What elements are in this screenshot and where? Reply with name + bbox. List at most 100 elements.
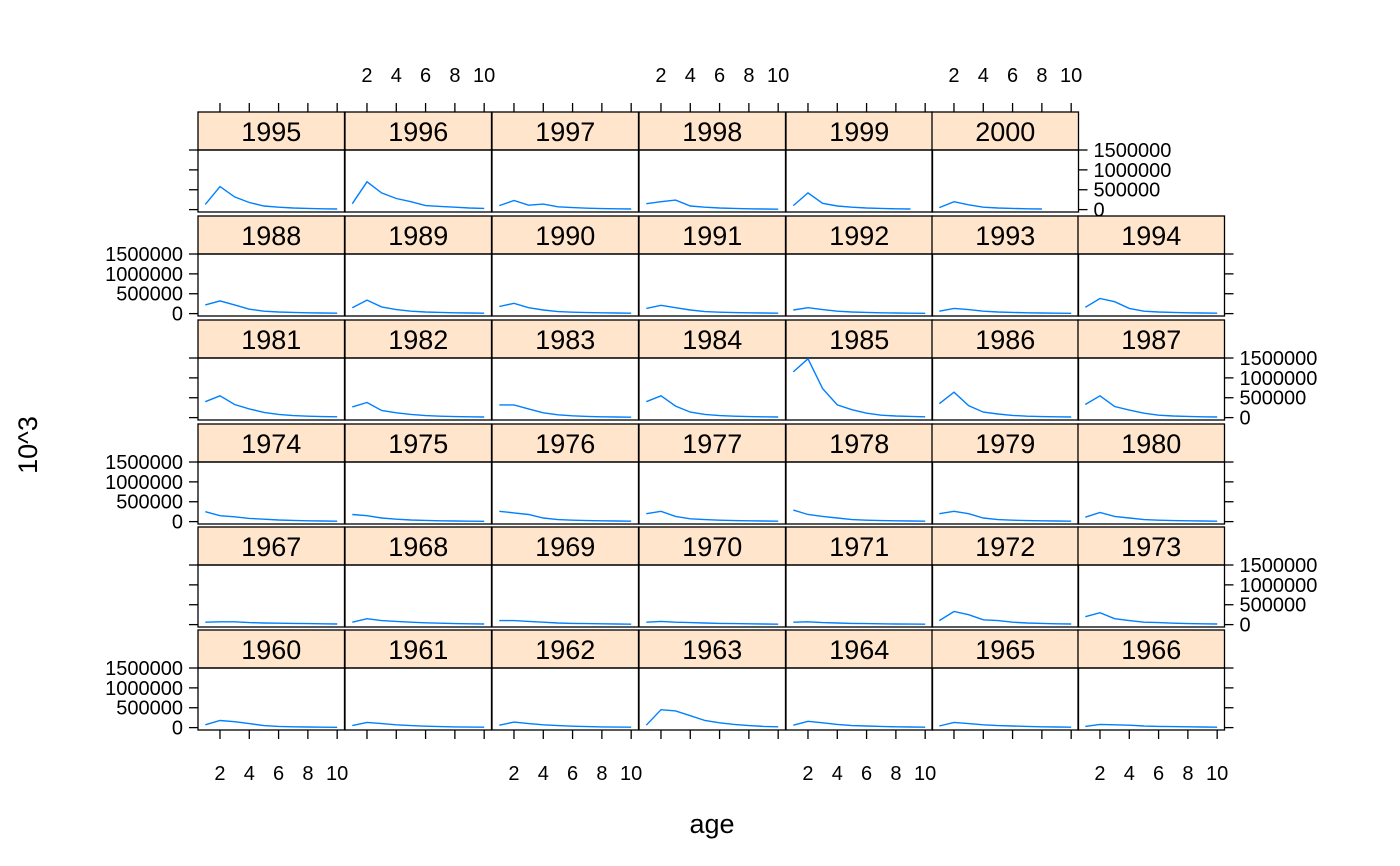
x-tick-label: 2 [361,65,372,87]
strip-label-1960: 1960 [241,635,301,665]
plot-box-1977 [638,461,787,525]
y-tick-label: 1500000 [1240,555,1318,577]
strip-label-1977: 1977 [682,429,742,459]
strip-label-1983: 1983 [535,325,595,355]
panel-1972: 1972 [931,526,1080,628]
series-line-1976 [499,510,632,522]
plot-box-1966 [1077,667,1226,731]
panel-1991: 1991 [638,215,787,317]
strip-label-1993: 1993 [975,221,1035,251]
x-tick-label: 2 [655,65,666,87]
x-tick-label: 10 [914,763,936,785]
x-tick-label: 4 [832,763,843,785]
strip-1966 [1077,629,1226,669]
panel-1984: 1984 [638,319,787,421]
panel-1971: 1971 [785,526,934,628]
strip-label-1964: 1964 [829,635,889,665]
y-tick-label: 500000 [116,698,183,720]
series-line-1992 [793,306,926,314]
plot-box-1970 [638,564,787,628]
panel-1969: 1969 [491,526,640,628]
strip-label-1985: 1985 [829,325,889,355]
series-line-1983 [499,404,632,418]
plot-box-1974 [197,461,346,525]
panel-1988: 1988 [197,215,346,317]
x-tick-label: 2 [1094,763,1105,785]
plot-box-1998 [638,149,787,213]
series-line-2000 [939,200,1042,210]
x-tick-label: 10 [326,763,348,785]
plot-box-1968 [344,564,493,628]
plot-box-1973 [1077,564,1226,628]
panel-1975: 1975 [344,423,493,525]
strip-label-1971: 1971 [829,532,889,562]
x-tick-label: 6 [1007,65,1018,87]
strip-label-1978: 1978 [829,429,889,459]
strip-label-1995: 1995 [241,117,301,147]
strip-1960 [197,629,346,669]
panel-1979: 1979 [931,423,1080,525]
panel-1994: 1994 [1077,215,1226,317]
panel-1966: 1966 [1077,629,1226,731]
panel-1999: 1999 [785,111,934,213]
x-tick-label: 4 [1124,763,1135,785]
y-tick-label: 500000 [1240,388,1307,410]
y-tick-label: 1000000 [105,472,183,494]
x-tick-label: 6 [714,65,725,87]
y-tick-label: 500000 [116,284,183,306]
strip-2000 [931,111,1080,151]
plot-box-1962 [491,667,640,731]
strip-1971 [785,526,934,566]
x-tick-label: 4 [538,763,549,785]
panel-1978: 1978 [785,423,934,525]
plot-box-1976 [491,461,640,525]
x-tick-label: 10 [473,65,495,87]
x-tick-label: 2 [802,763,813,785]
series-line-1995 [204,185,338,210]
x-tick-label: 8 [596,763,607,785]
panel-1974: 1974 [197,423,346,525]
series-line-1993 [939,307,1072,314]
y-tick-label: 1500000 [1094,140,1172,162]
strip-label-1986: 1986 [975,325,1035,355]
plot-box-2000 [931,149,1080,213]
plot-box-1988 [197,253,346,317]
x-tick-label: 8 [302,763,313,785]
strip-label-1987: 1987 [1121,325,1181,355]
y-tick-label: 1000000 [1240,575,1318,597]
x-tick-label: 8 [449,65,460,87]
panel-1983: 1983 [491,319,640,421]
y-tick-label: 0 [172,304,183,326]
panel-1970: 1970 [638,526,787,628]
strip-label-1991: 1991 [682,221,742,251]
plot-box-1961 [344,667,493,731]
strip-label-1982: 1982 [388,325,448,355]
y-tick-label: 1500000 [105,244,183,266]
x-tick-label: 6 [1153,763,1164,785]
series-line-1969 [499,619,632,625]
series-line-1980 [1085,511,1218,522]
x-tick-label: 10 [767,65,789,87]
strip-label-1969: 1969 [535,532,595,562]
strip-label-1996: 1996 [388,117,448,147]
x-tick-label: 4 [244,763,255,785]
x-tick-label: 2 [948,65,959,87]
series-line-1984 [646,395,779,418]
series-line-1971 [793,621,926,625]
plot-box-1990 [491,253,640,317]
strip-1965 [931,629,1080,669]
y-tick-label: 1500000 [105,658,183,680]
x-tick-label: 6 [861,763,872,785]
panels: 1960 1961 1962 1963 1964 1965 1966 1967 1968 1969… [197,111,1226,731]
y-tick-label: 0 [172,718,183,740]
plot-box-1995 [197,149,346,213]
strip-1977 [638,423,787,463]
panel-1990: 1990 [491,215,640,317]
plot-box-1975 [344,461,493,525]
y-tick-label: 1500000 [1240,348,1318,370]
strip-1985 [785,319,934,359]
series-line-1979 [939,510,1072,522]
plot-box-1972 [931,564,1080,628]
series-line-1990 [499,302,632,314]
strip-1987 [1077,319,1226,359]
